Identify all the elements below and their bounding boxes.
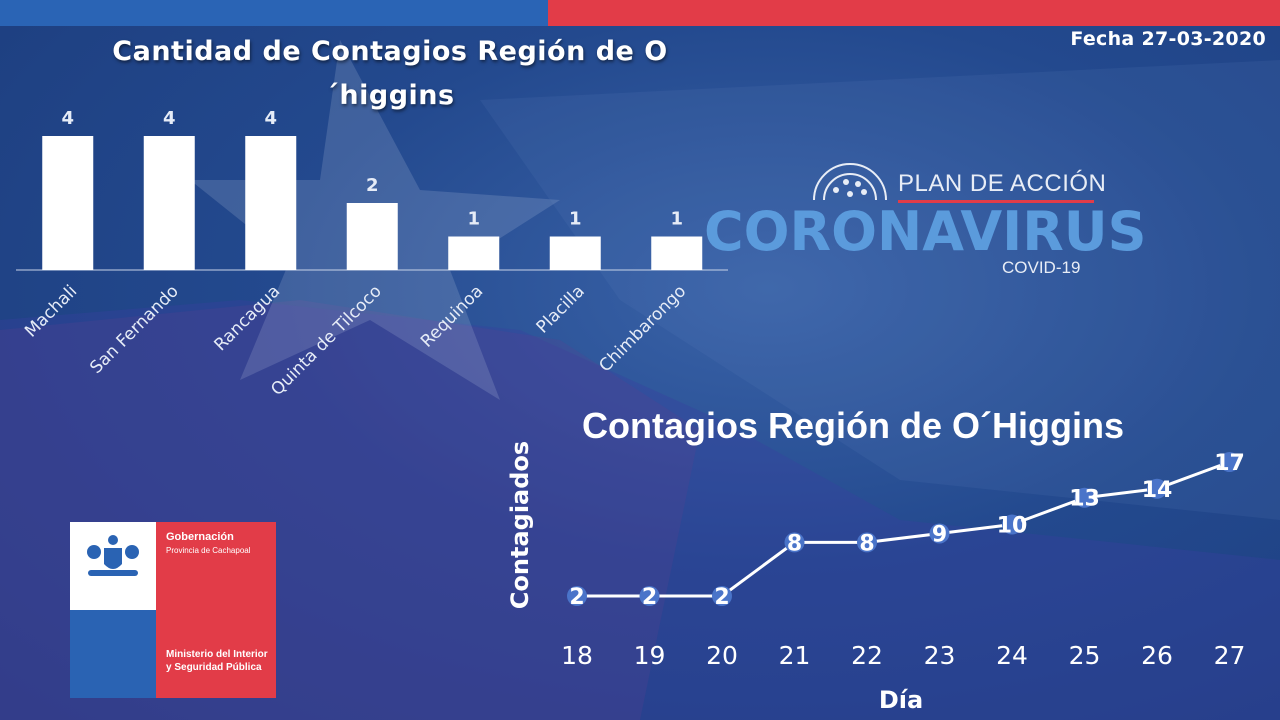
line-marker (857, 532, 877, 553)
x-tick-label: 19 (634, 641, 666, 670)
bar-data-label: 1 (569, 209, 582, 230)
line-data-label: 10 (997, 514, 1028, 539)
x-tick-label: 25 (1069, 641, 1101, 670)
bar (448, 236, 500, 270)
line-data-label: 2 (714, 585, 729, 610)
line-marker (712, 586, 732, 606)
bar-category-label: Chimbarongo (595, 281, 690, 376)
bar-chart-title: Cantidad de Contagios Región de O´higgin… (112, 36, 668, 111)
bar-category-label: Quinta de Tilcoco (267, 281, 386, 400)
line-marker (929, 523, 950, 544)
line-series (577, 460, 1231, 598)
x-tick-label: 23 (924, 641, 956, 670)
x-tick-label: 21 (779, 641, 811, 670)
line-chart-title: Contagios Región de O´Higgins (582, 405, 1124, 446)
x-tick-label: 24 (996, 641, 1028, 670)
plan-label: PLAN DE ACCIÓN (898, 170, 1107, 197)
line-marker (639, 586, 660, 606)
bar-chart: 4 Machali 4 San Fernando 4 Rancagua 2 Quinta de… (16, 108, 728, 400)
coat-of-arms-icon (87, 535, 139, 576)
x-tick-label: 22 (851, 641, 883, 670)
date-label: Fecha 27-03-2020 (1070, 28, 1266, 50)
bar-data-label: 4 (61, 108, 74, 129)
line-data-label: 8 (787, 531, 802, 556)
line-data-label: 9 (932, 522, 947, 547)
gov-red-block (156, 522, 276, 698)
gov-subtitle: Provincia de Cachapoal (166, 546, 251, 555)
bar-data-label: 2 (366, 175, 379, 196)
covid-label: COVID-19 (1002, 258, 1081, 277)
line-data-label: 2 (569, 585, 584, 610)
line-data-label: 14 (1142, 478, 1173, 503)
line-marker (1147, 478, 1167, 499)
bar (245, 136, 297, 270)
gov-ministry: Ministerio del Interior y Seguridad Públ… (166, 649, 268, 673)
bar-category-label: Placilla (533, 281, 589, 337)
x-tick-label: 27 (1214, 641, 1246, 670)
y-axis-label: Contagiados (506, 441, 534, 609)
coronavirus-label: CORONAVIRUS (704, 200, 1147, 263)
plan-underline (898, 200, 1094, 203)
line-marker (1074, 487, 1095, 508)
gobernacion-logo: Gobernación Provincia de Cachapoal Minis… (70, 522, 276, 698)
line-data-label: 2 (642, 585, 657, 610)
bar (143, 136, 195, 270)
bar (549, 236, 601, 270)
x-tick-label: 20 (706, 641, 738, 670)
line-marker (784, 532, 805, 553)
line-marker (1002, 514, 1022, 535)
bar (42, 136, 94, 270)
top-bar-blue (0, 0, 548, 26)
bar-category-label: Requinoa (417, 281, 487, 351)
bar-data-label: 1 (670, 209, 683, 230)
line-marker (567, 586, 587, 606)
bar-data-label: 4 (264, 108, 277, 129)
bar (346, 203, 398, 270)
bar-category-label: Rancagua (210, 281, 284, 355)
x-tick-label: 26 (1141, 641, 1173, 670)
line-data-label: 8 (859, 531, 874, 556)
x-tick-label: 18 (561, 641, 593, 670)
top-bar-red (548, 0, 1280, 26)
x-axis-label: Día (879, 686, 923, 714)
bar-category-label: Machali (21, 281, 81, 341)
line-data-label: 17 (1214, 451, 1245, 476)
line-marker (1219, 452, 1240, 472)
bar-data-label: 4 (163, 108, 176, 129)
bar-category-label: San Fernando (86, 281, 183, 378)
virus-icon (813, 163, 887, 201)
bar (651, 236, 703, 270)
gov-title: Gobernación (166, 531, 234, 543)
bar-data-label: 1 (467, 209, 480, 230)
line-chart: 2182192208218229231024132514261727DíaCon… (506, 441, 1246, 714)
line-data-label: 13 (1069, 487, 1100, 512)
